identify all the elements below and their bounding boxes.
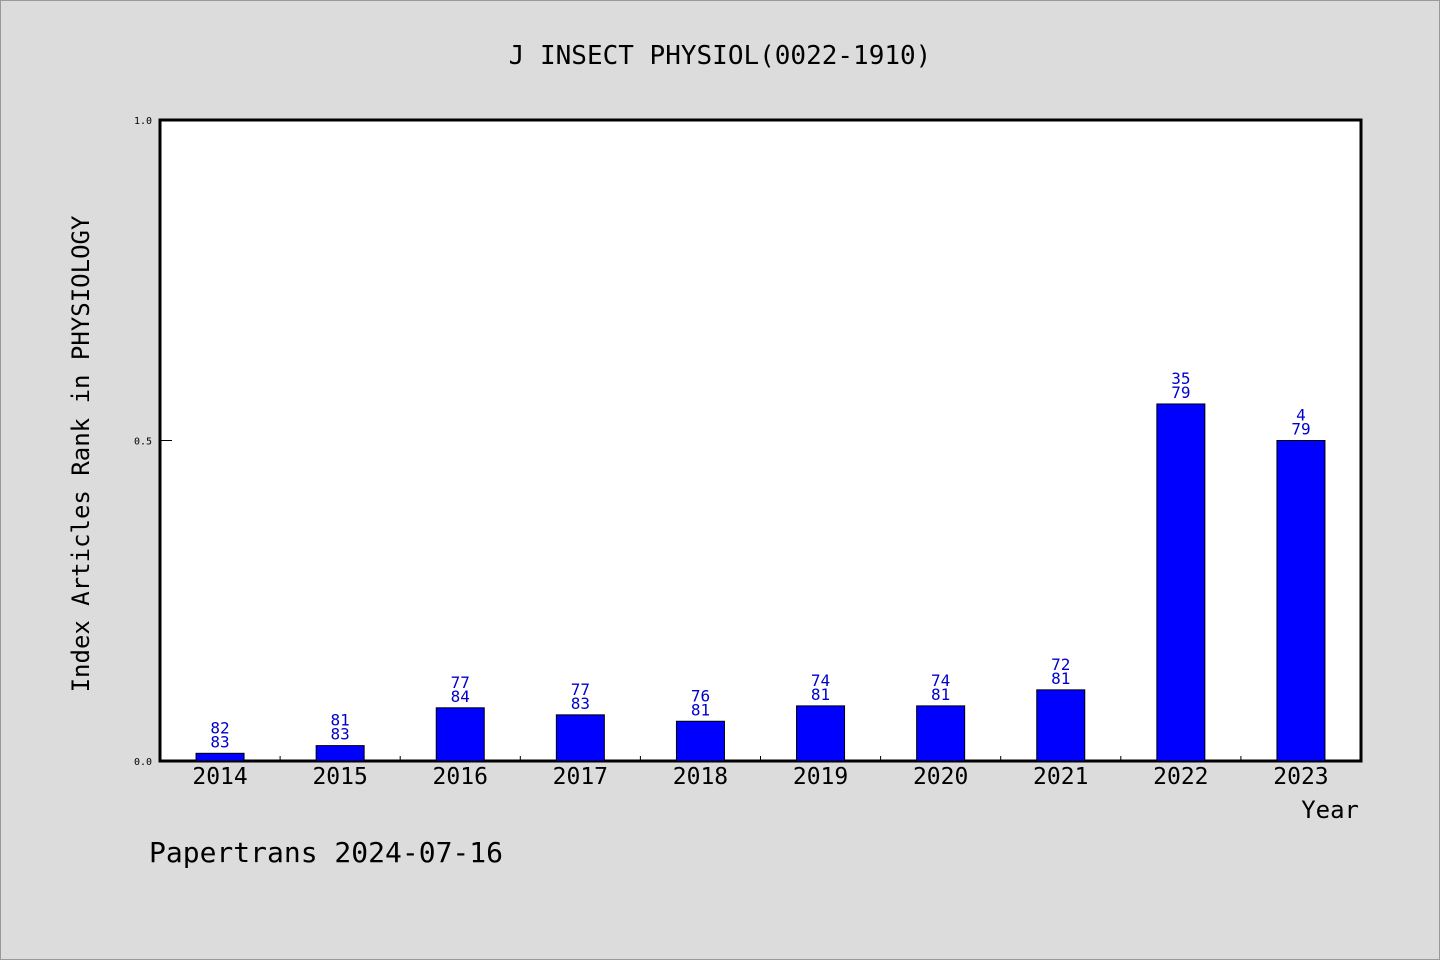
y-tick-label: 0.0 (134, 757, 152, 768)
bar-rank-label: 35 (1171, 369, 1190, 388)
bar (1156, 403, 1206, 762)
bar-rank-label: 76 (691, 686, 710, 705)
bar (796, 705, 846, 762)
bar (555, 714, 605, 762)
bar (195, 752, 245, 762)
bar-total-label: 81 (1051, 669, 1070, 688)
bar-total-label: 83 (210, 732, 229, 751)
bar-rank-label: 74 (811, 671, 830, 690)
x-axis: 2014 2015 2016 2017 2018 2019 2020 2021 2022 2023 (192, 756, 1329, 790)
bar-total-label: 83 (331, 725, 350, 744)
bar-total-label: 79 (1171, 383, 1190, 402)
x-tick-label: 2018 (673, 764, 728, 790)
y-tick-label: 0.5 (134, 437, 152, 448)
x-tick-label: 2023 (1273, 764, 1328, 790)
x-axis-label: Year (1301, 796, 1359, 824)
bar (675, 720, 725, 762)
y-axis: 0.0 0.5 1.0 (134, 116, 172, 768)
bar (315, 745, 365, 762)
bar-total-label: 81 (931, 685, 950, 704)
x-tick-label: 2021 (1033, 764, 1088, 790)
bar-rank-label: 81 (331, 711, 350, 730)
chart-title: J INSECT PHYSIOL(0022-1910) (509, 41, 932, 71)
bar-rank-label: 72 (1051, 655, 1070, 674)
bar (916, 705, 966, 762)
bar-rank-label: 74 (931, 671, 950, 690)
watermark-text: Papertrans 2024-07-16 (149, 836, 503, 869)
x-tick-label: 2016 (433, 764, 488, 790)
bar-total-label: 84 (451, 687, 470, 706)
bar-rank-label: 82 (210, 718, 229, 737)
bar-series (195, 403, 1326, 762)
y-axis-label: Index Articles Rank in PHYSIOLOGY (67, 215, 95, 692)
x-tick-label: 2019 (793, 764, 848, 790)
bar-total-label: 83 (571, 694, 590, 713)
x-tick-label: 2017 (553, 764, 608, 790)
bar-total-label: 79 (1291, 420, 1310, 439)
bar-rank-label: 77 (451, 673, 470, 692)
bar (1036, 689, 1086, 762)
bar (435, 707, 485, 762)
x-tick-label: 2014 (192, 764, 247, 790)
x-tick-label: 2015 (312, 764, 367, 790)
bar-total-label: 81 (811, 685, 830, 704)
x-tick-label: 2022 (1153, 764, 1208, 790)
bar-rank-label: 77 (571, 680, 590, 699)
bar-rank-label: 4 (1296, 406, 1306, 425)
x-tick-label: 2020 (913, 764, 968, 790)
y-tick-label: 1.0 (134, 116, 152, 127)
bar-total-label: 81 (691, 700, 710, 719)
bar (1276, 440, 1326, 762)
